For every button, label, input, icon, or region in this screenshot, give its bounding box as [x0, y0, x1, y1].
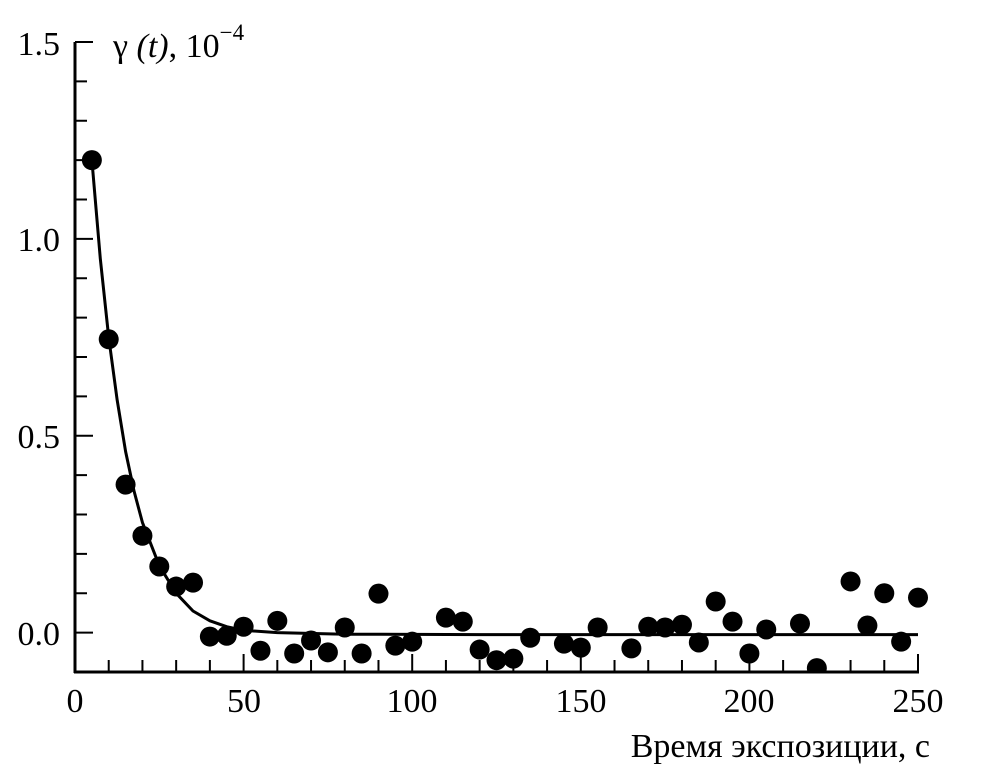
data-point [284, 643, 305, 664]
data-point [789, 613, 810, 634]
data-point [874, 583, 895, 604]
data-point [739, 643, 760, 664]
data-point [520, 627, 541, 648]
data-point [98, 329, 119, 350]
data-point [301, 630, 322, 651]
y-axis-unit: , 10 [169, 28, 220, 65]
data-point [149, 556, 170, 577]
data-point [469, 639, 490, 660]
data-point [368, 583, 389, 604]
y-tick-label: 0.5 [18, 419, 61, 456]
data-point [756, 619, 777, 640]
axes [73, 41, 919, 674]
data-point [806, 658, 827, 672]
x-tick-label: 0 [67, 683, 84, 720]
data-point [891, 631, 912, 652]
x-tick-label: 100 [387, 683, 438, 720]
data-point [587, 617, 608, 638]
data-point [705, 591, 726, 612]
x-tick-label: 250 [893, 683, 944, 720]
x-tick-label: 200 [724, 683, 775, 720]
data-point [435, 607, 456, 628]
data-point [402, 631, 423, 652]
data-point [183, 572, 204, 593]
x-tick-label: 150 [556, 683, 607, 720]
y-axis-symbol: γ [112, 28, 128, 65]
y-axis-arg: (t) [137, 28, 169, 65]
data-point [250, 640, 271, 661]
data-point [621, 638, 642, 659]
y-tick-label: 1.5 [18, 26, 61, 63]
data-point [199, 626, 220, 647]
data-point [334, 617, 355, 638]
x-axis-title: Время экспозиции, с [631, 728, 930, 765]
points-layer [81, 150, 928, 672]
data-point [908, 587, 928, 608]
data-point [671, 614, 692, 635]
data-point [722, 611, 743, 632]
data-point [317, 642, 338, 663]
data-point [553, 633, 574, 654]
data-point [688, 632, 709, 653]
data-point [267, 610, 288, 631]
data-point [638, 616, 659, 637]
data-point [570, 637, 591, 658]
data-point [503, 648, 524, 669]
y-axis-title: γ (t), 10−4 [112, 20, 245, 65]
fit-curve-layer [90, 159, 918, 637]
data-point [81, 150, 102, 171]
data-point [351, 643, 372, 664]
tick-labels: 0.0 0.5 1.0 1.5 0 50 100 150 200 250 [18, 26, 944, 720]
data-point [452, 611, 473, 632]
data-point [132, 525, 153, 546]
data-point [385, 635, 406, 656]
y-axis-exponent: −4 [220, 20, 245, 45]
data-point [486, 650, 507, 671]
data-point [655, 617, 676, 638]
data-point [857, 615, 878, 636]
data-point [115, 474, 136, 495]
data-point [233, 616, 254, 637]
fit-curve-line [90, 159, 918, 637]
data-point [216, 625, 237, 646]
x-tick-label: 50 [227, 683, 261, 720]
data-point [166, 576, 187, 597]
data-point [840, 571, 861, 592]
y-tick-label: 1.0 [18, 222, 61, 259]
y-tick-label: 0.0 [18, 616, 61, 653]
